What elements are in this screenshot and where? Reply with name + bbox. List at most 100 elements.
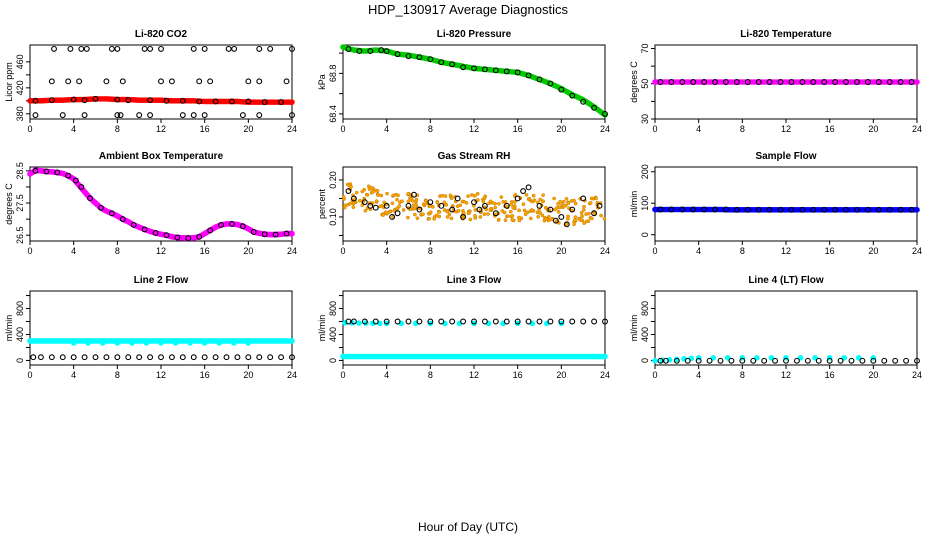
- x-tick-label: 4: [696, 124, 701, 134]
- data-point: [547, 80, 554, 87]
- data-point: [394, 318, 401, 325]
- data-point: [447, 212, 452, 217]
- data-point: [475, 191, 480, 196]
- data-point: [493, 201, 497, 206]
- data-series: [657, 357, 920, 364]
- data-point: [65, 172, 72, 179]
- data-point: [231, 45, 238, 52]
- data-point: [76, 78, 83, 85]
- data-point: [381, 213, 385, 217]
- data-point: [289, 112, 295, 119]
- data-point: [914, 79, 920, 85]
- data-point: [179, 354, 186, 361]
- data-point: [804, 357, 811, 364]
- data-point: [589, 196, 594, 201]
- data-point: [114, 96, 121, 103]
- x-tick-label: 24: [912, 246, 922, 256]
- data-point: [499, 195, 504, 200]
- x-tick-label: 20: [243, 246, 253, 256]
- data-point: [522, 208, 527, 213]
- data-point: [427, 56, 434, 63]
- data-point: [130, 221, 137, 228]
- data-point: [471, 65, 477, 72]
- x-tick-label: 24: [287, 246, 297, 256]
- data-point: [456, 209, 461, 213]
- x-tick-label: 4: [696, 246, 701, 256]
- data-point: [361, 318, 368, 325]
- x-tick-label: 24: [600, 124, 610, 134]
- x-tick-label: 20: [868, 246, 878, 256]
- x-tick-label: 12: [156, 246, 166, 256]
- data-point: [48, 354, 55, 361]
- data-point: [875, 206, 882, 213]
- data-point: [848, 357, 855, 364]
- data-series: [340, 353, 608, 360]
- data-point: [821, 206, 828, 213]
- data-point: [843, 206, 849, 213]
- data-point: [372, 318, 379, 325]
- data-point: [396, 193, 400, 198]
- y-axis-title: degrees C: [629, 61, 639, 103]
- data-point: [471, 318, 477, 325]
- data-point: [383, 48, 390, 55]
- data-point: [826, 357, 833, 364]
- data-point: [482, 212, 487, 216]
- data-point: [350, 195, 357, 202]
- data-point: [690, 206, 697, 213]
- data-point: [351, 205, 356, 210]
- data-point: [201, 45, 208, 52]
- data-point: [289, 354, 295, 361]
- chart-panel-4: Ambient Box Temperature 0 4 8 12 16 20 24 26.5 27…: [4, 151, 297, 256]
- data-point: [367, 48, 374, 55]
- data-point: [383, 318, 390, 325]
- data-point: [492, 210, 499, 217]
- data-point: [114, 354, 121, 361]
- data-point: [289, 230, 295, 237]
- x-tick-label: 4: [71, 370, 76, 380]
- data-point: [510, 214, 515, 218]
- data-point: [508, 209, 513, 214]
- y-axis-title: ml/min: [4, 315, 14, 342]
- data-point: [744, 79, 751, 85]
- data-point: [108, 210, 115, 217]
- data-point: [580, 318, 587, 325]
- data-point: [466, 194, 470, 199]
- data-point: [810, 206, 817, 213]
- data-point: [370, 189, 375, 194]
- data-point: [342, 320, 348, 326]
- y-axis-title: ml/min: [317, 315, 327, 342]
- data-point: [914, 357, 920, 364]
- data-point: [684, 357, 691, 364]
- data-point: [517, 208, 521, 213]
- data-point: [383, 202, 390, 209]
- data-point: [201, 354, 208, 361]
- x-tick-label: 4: [384, 124, 389, 134]
- data-point: [390, 201, 395, 206]
- plot-frame: [654, 290, 918, 366]
- data-point: [141, 226, 148, 233]
- data-point: [556, 209, 561, 214]
- data-point: [426, 211, 431, 216]
- data-point: [556, 202, 560, 206]
- data-point: [541, 199, 546, 204]
- x-tick-label: 12: [469, 246, 479, 256]
- data-point: [345, 318, 352, 325]
- data-point: [761, 357, 768, 364]
- data-series: [30, 354, 295, 361]
- data-point: [488, 199, 493, 204]
- data-point: [158, 354, 164, 361]
- x-tick-label: 4: [71, 246, 76, 256]
- data-point: [712, 206, 718, 213]
- data-point: [688, 355, 695, 362]
- data-point: [158, 340, 164, 346]
- data-point: [234, 354, 241, 361]
- data-point: [772, 357, 779, 364]
- data-point: [356, 320, 362, 326]
- data-point: [799, 206, 806, 213]
- x-tick-label: 16: [513, 124, 523, 134]
- data-point: [103, 78, 110, 85]
- data-point: [438, 59, 445, 66]
- panel-title: Line 2 Flow: [134, 275, 189, 286]
